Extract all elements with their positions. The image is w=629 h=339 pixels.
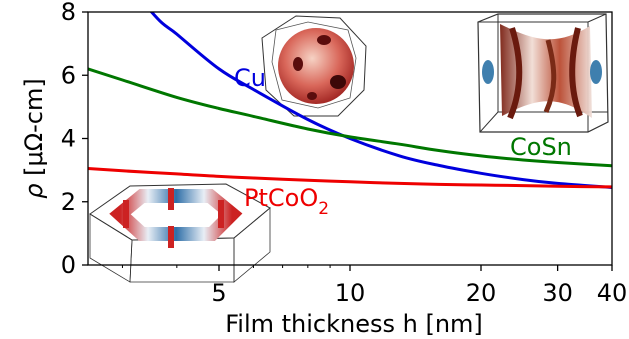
- x-tick-label: 40: [597, 279, 628, 307]
- series-label-2: PtCoO2: [244, 184, 329, 219]
- cu-fermi-surface-icon: [261, 15, 367, 117]
- y-tick-label: 2: [61, 188, 76, 216]
- y-tick-label: 8: [61, 0, 76, 26]
- x-tick-label: 30: [542, 279, 573, 307]
- y-tick-label: 6: [61, 61, 76, 89]
- y-tick-label: 4: [61, 125, 76, 153]
- x-tick-label: 10: [335, 279, 366, 307]
- x-tick-label: 20: [466, 279, 497, 307]
- series-line-2: [88, 167, 612, 189]
- series-line-1: [88, 67, 612, 168]
- y-tick-label: 0: [61, 251, 76, 279]
- x-axis-label: Film thickness h [nm]: [225, 310, 483, 338]
- cosn-fermi-surface-icon: [477, 13, 609, 133]
- x-tick-label: 5: [211, 279, 226, 307]
- y-axis-label: ρ [μΩ-cm]: [20, 78, 48, 198]
- series-label-1: CoSn: [510, 133, 572, 161]
- ptcoo2-fermi-surface-icon: [89, 183, 271, 283]
- series-label-0: Cu: [234, 64, 266, 92]
